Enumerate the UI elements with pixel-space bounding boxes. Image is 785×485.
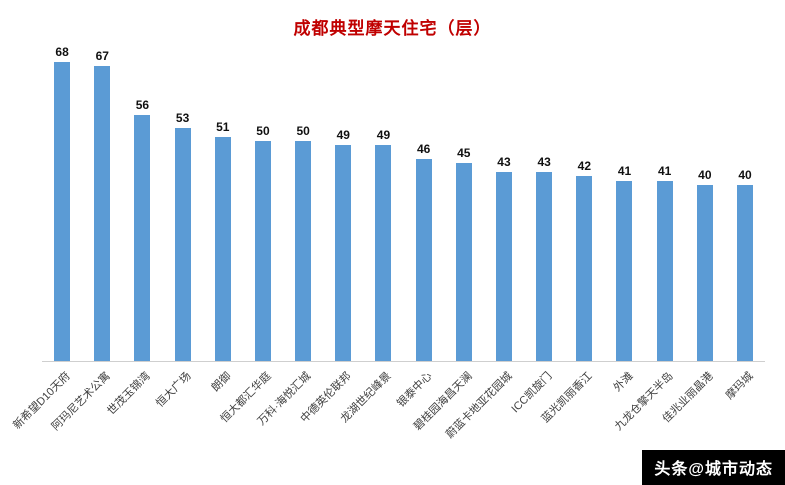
bar-group: 67	[82, 49, 122, 361]
category-label-cell: 世茂玉锦湾	[106, 362, 162, 464]
bar	[696, 185, 713, 361]
bar-value-label: 41	[657, 164, 672, 178]
bar	[375, 145, 392, 361]
bar-group: 56	[122, 98, 162, 361]
bar-value-label: 46	[416, 142, 431, 156]
bar	[94, 66, 111, 361]
category-label: 摩玛城	[723, 370, 756, 402]
bar	[737, 185, 753, 361]
bar-value-label: 42	[577, 159, 591, 173]
bar-value-label: 41	[617, 164, 632, 178]
bar	[134, 115, 151, 361]
bar	[656, 181, 673, 361]
bar-group: 45	[444, 146, 484, 361]
bar	[174, 128, 191, 361]
category-label-cell: 蓝光凯丽香江	[540, 362, 604, 464]
bar	[295, 141, 312, 361]
bar	[455, 163, 472, 361]
bar	[415, 159, 432, 361]
bar	[536, 172, 553, 361]
plot-area: 68 67 56 53 51 50 50 49 49 46 45 43 43 42 41 41 40 40	[42, 43, 765, 362]
bar-group: 53	[163, 111, 203, 361]
watermark: 头条@城市动态	[642, 450, 785, 485]
chart-title: 成都典型摩天住宅（层）	[293, 19, 492, 38]
bar-group: 41	[645, 164, 685, 361]
bar-group: 41	[604, 164, 644, 361]
bar-group: 68	[42, 45, 82, 361]
bar	[335, 145, 352, 361]
bar	[214, 137, 231, 361]
bar-value-label: 50	[256, 124, 270, 138]
category-label: 朗御	[209, 370, 234, 395]
bar-value-label: 43	[537, 155, 551, 169]
bar-value-label: 50	[296, 124, 310, 138]
bar-value-label: 56	[135, 98, 150, 112]
bar-group: 43	[484, 155, 524, 361]
bar-group: 40	[685, 168, 725, 361]
category-axis: 新希望D10天府 阿玛尼艺术公寓 世茂玉锦湾 恒大广场 朗御 恒大都汇华庭 万科·海悦汇城中…	[11, 362, 765, 464]
bar-group: 40	[725, 168, 765, 361]
bar-value-label: 53	[175, 111, 190, 125]
bar-value-label: 45	[457, 146, 471, 160]
category-label: 外滩	[611, 370, 636, 395]
bar-group: 46	[404, 142, 444, 361]
bar-group: 51	[203, 120, 243, 361]
bar-value-label: 51	[216, 120, 230, 134]
bar-value-label: 43	[497, 155, 511, 169]
bar	[616, 181, 633, 361]
bar-value-label: 40	[698, 168, 712, 182]
bar	[495, 172, 512, 361]
bar-chart: 68 67 56 53 51 50 50 49 49 46 45 43 43 42 41 41 40 40 新希望…	[11, 43, 765, 464]
bar-group: 43	[524, 155, 564, 361]
bar-value-label: 68	[55, 45, 69, 59]
bar-value-label: 49	[376, 128, 391, 142]
bar	[576, 176, 593, 361]
category-label-cell: 龙湖世纪峰景	[339, 362, 403, 464]
category-label-cell: 恒大广场	[154, 362, 203, 464]
bar-value-label: 67	[95, 49, 109, 63]
category-label-cell: 佳兆业丽晶港	[660, 362, 725, 464]
bar-value-label: 40	[738, 168, 752, 182]
bar-group: 42	[564, 159, 604, 361]
bar-group: 50	[283, 124, 323, 361]
bar-group: 49	[363, 128, 403, 361]
bar-group: 49	[323, 128, 363, 361]
bar	[254, 141, 271, 361]
bar	[54, 62, 71, 361]
category-label-cell: 摩玛城	[723, 362, 765, 464]
bar-value-label: 49	[336, 128, 350, 142]
bar-group: 50	[243, 124, 283, 361]
